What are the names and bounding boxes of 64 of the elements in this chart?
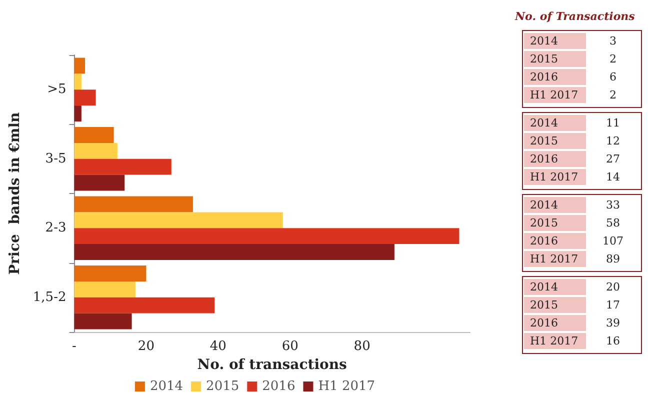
bar	[74, 297, 215, 314]
legend-label: 2014	[150, 379, 184, 394]
bar	[74, 212, 283, 228]
y-tick-label: 2014	[530, 116, 558, 130]
bar	[74, 158, 172, 175]
y-tick-label: >5	[47, 82, 66, 98]
legend-label: 2015	[206, 379, 240, 394]
data-label: 89	[606, 252, 620, 266]
y-tick-label: H1 2017	[530, 252, 578, 266]
y-tick-label: 2015	[530, 134, 558, 148]
y-tick-label: 2015	[530, 52, 558, 66]
y-tick-label: 3-5	[45, 151, 66, 166]
bar	[74, 127, 114, 143]
legend-label: H1 2017	[318, 379, 376, 394]
data-label: 12	[606, 134, 620, 148]
bar	[74, 281, 136, 298]
y-tick-label: 2016	[530, 234, 558, 248]
data-label: 58	[606, 216, 620, 230]
y-axis-title: Price bands in €mln	[7, 112, 23, 275]
data-label: 17	[606, 298, 620, 312]
y-tick-label: 2015	[530, 216, 558, 230]
data-label: 14	[606, 170, 620, 184]
y-tick-label: 1,5-2	[32, 290, 66, 305]
bar	[74, 228, 460, 244]
x-tick-label: 60	[282, 339, 298, 354]
bar	[74, 58, 86, 74]
data-label: 2	[610, 88, 616, 102]
y-tick-label: 2016	[530, 152, 558, 166]
bar	[74, 74, 82, 90]
y-tick-label: H1 2017	[530, 170, 578, 184]
x-tick-label: -	[72, 339, 76, 354]
data-label: 33	[606, 198, 620, 212]
bar	[74, 313, 132, 330]
x-axis-title: No. of transactions	[197, 357, 348, 373]
y-tick-label: 2015	[530, 298, 558, 312]
bar	[74, 244, 394, 260]
y-tick-label: 2014	[530, 280, 558, 294]
bar	[74, 106, 82, 122]
data-label: 3	[610, 34, 616, 48]
chart-title: No. of Transactions	[514, 10, 635, 23]
y-tick-label: H1 2017	[530, 334, 578, 348]
bar	[74, 196, 193, 212]
x-tick-label: 80	[354, 339, 370, 354]
data-label: 27	[606, 152, 620, 166]
x-tick-label: 40	[210, 339, 226, 354]
legend-label: 2016	[262, 379, 296, 394]
y-tick-label: H1 2017	[530, 88, 578, 102]
bar	[74, 90, 96, 106]
data-label: 6	[610, 70, 616, 84]
data-label: 20	[606, 280, 620, 294]
y-tick-label: 2014	[530, 34, 558, 48]
y-tick-label: 2-3	[45, 220, 66, 236]
data-label: 11	[606, 116, 620, 130]
data-label: 2	[610, 52, 616, 66]
data-label: 107	[602, 234, 624, 248]
y-tick-label: 2016	[530, 70, 558, 84]
data-label: 39	[606, 316, 620, 330]
bar	[74, 142, 118, 159]
bar	[74, 174, 125, 191]
x-tick-label: 20	[138, 339, 154, 354]
y-tick-label: 2016	[530, 316, 558, 330]
bar	[74, 266, 146, 282]
y-tick-label: 2014	[530, 198, 558, 212]
data-label: 16	[606, 334, 620, 348]
